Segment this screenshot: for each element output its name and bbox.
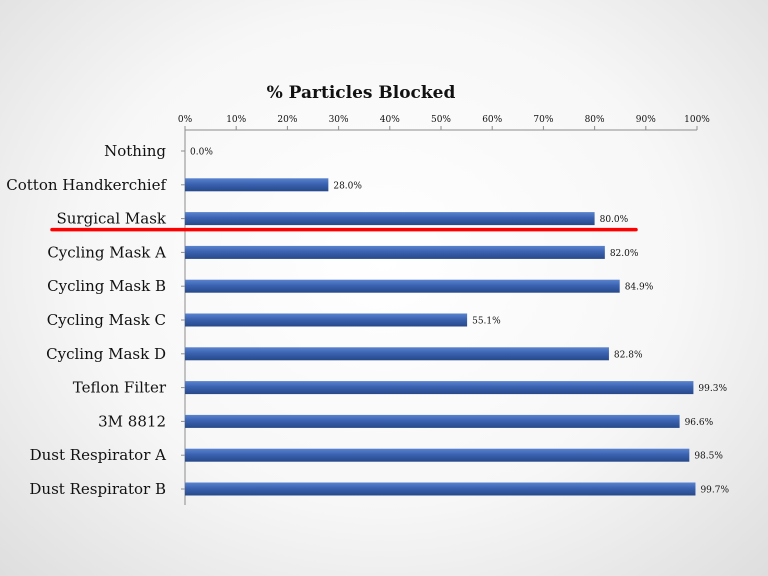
category-label: Cotton Handkerchief (6, 176, 167, 194)
data-label: 99.3% (698, 384, 727, 394)
x-tick-label: 70% (533, 115, 553, 125)
x-tick-label: 0% (178, 115, 193, 125)
data-label: 82.0% (610, 249, 639, 259)
x-axis-ticks: 0% 10% 20% 30% 40% 50% 60% 70% 80% 90% 100% (178, 115, 710, 130)
category-label: Cycling Mask C (47, 311, 166, 329)
x-tick-label: 90% (636, 115, 656, 125)
bar (185, 313, 468, 327)
x-tick-label: 20% (277, 115, 297, 125)
category-label: 3M 8812 (98, 412, 166, 430)
category-labels: Nothing Cotton Handkerchief Surgical Mask C… (6, 142, 185, 498)
data-label: 28.0% (333, 181, 362, 191)
data-label: 55.1% (472, 317, 501, 327)
category-label: Cycling Mask D (46, 345, 166, 363)
category-label: Nothing (104, 142, 166, 160)
x-tick-label: 50% (431, 115, 451, 125)
x-tick-label: 10% (226, 115, 246, 125)
bar (185, 178, 329, 192)
data-label: 84.9% (625, 283, 654, 293)
data-labels: 0.0% 28.0% 80.0% 82.0% 84.9% 55.1% 82.8% 99.3% 9… (190, 148, 730, 496)
bar (185, 414, 680, 428)
bar (185, 347, 609, 361)
data-label: 82.8% (614, 350, 643, 360)
data-label: 0.0% (190, 148, 213, 158)
bar (185, 448, 690, 462)
bar (185, 212, 595, 226)
chart-title: % Particles Blocked (267, 83, 456, 103)
data-label: 96.6% (685, 418, 714, 428)
category-label: Surgical Mask (56, 210, 166, 228)
category-label: Teflon Filter (73, 379, 167, 397)
bar (185, 381, 694, 395)
x-tick-label: 30% (329, 115, 349, 125)
data-label: 99.7% (700, 486, 729, 496)
x-tick-label: 60% (482, 115, 502, 125)
x-tick-label: 40% (380, 115, 400, 125)
bar (185, 245, 605, 259)
category-label: Cycling Mask B (47, 277, 166, 295)
bar (185, 482, 696, 496)
category-label: Dust Respirator A (30, 446, 167, 464)
x-tick-label: 100% (684, 115, 710, 125)
bar (185, 279, 620, 293)
data-label: 98.5% (694, 452, 723, 462)
bars (185, 178, 696, 496)
data-label: 80.0% (600, 215, 629, 225)
x-tick-label: 80% (585, 115, 605, 125)
category-label: Cycling Mask A (47, 243, 166, 261)
category-label: Dust Respirator B (29, 480, 166, 498)
